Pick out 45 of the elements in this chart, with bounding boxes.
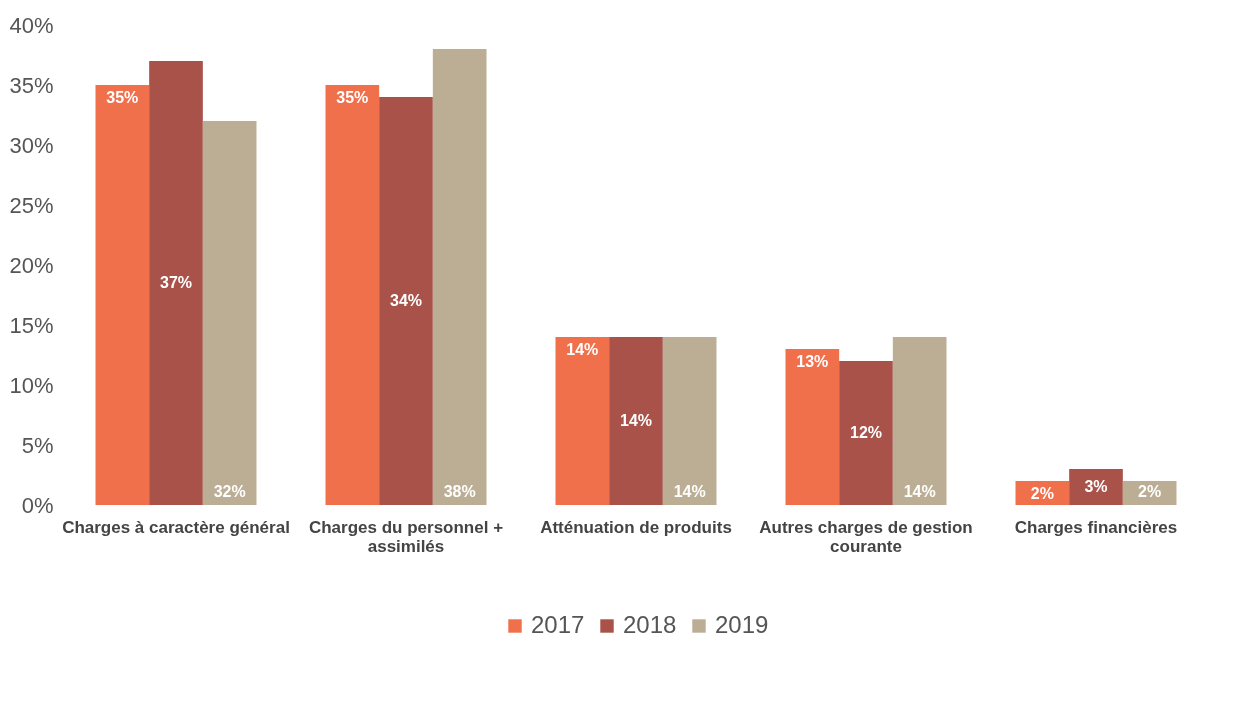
- legend-label: 2018: [623, 611, 677, 638]
- y-tick-label: 30%: [9, 132, 54, 158]
- y-tick-label: 35%: [9, 72, 54, 98]
- legend-label: 2017: [531, 611, 585, 638]
- data-label: 2%: [1138, 483, 1162, 500]
- data-label: 13%: [796, 353, 829, 370]
- bar: [1069, 469, 1123, 505]
- data-label: 3%: [1084, 478, 1108, 495]
- bar: [95, 85, 150, 505]
- bar: [149, 61, 203, 505]
- bar: [662, 337, 717, 505]
- data-label: 14%: [903, 483, 936, 500]
- bar: [202, 121, 257, 505]
- bar: [555, 337, 610, 505]
- bar: [839, 361, 893, 505]
- y-tick-label: 5%: [21, 432, 54, 458]
- data-label: 14%: [566, 341, 599, 358]
- data-label: 35%: [106, 89, 139, 106]
- bar: [609, 337, 663, 505]
- bar: [379, 97, 433, 505]
- x-tick-label: Charges financières: [1014, 517, 1178, 537]
- y-tick-label: 15%: [9, 312, 54, 338]
- bar: [432, 49, 487, 505]
- bar: [325, 85, 380, 505]
- x-tick-label: Autres charges de gestion courante: [759, 517, 973, 556]
- legend-label: 2019: [715, 611, 769, 638]
- data-label: 34%: [389, 292, 423, 309]
- y-tick-label: 20%: [9, 252, 54, 278]
- data-label: 2%: [1030, 485, 1054, 502]
- data-label: 35%: [336, 89, 369, 106]
- bar: [785, 349, 840, 505]
- x-tick-label: Charges du personnel + assimilés: [308, 517, 504, 556]
- data-label: 12%: [849, 424, 883, 441]
- data-label: 14%: [619, 412, 653, 429]
- y-tick-label: 0%: [21, 492, 54, 518]
- y-tick-label: 25%: [9, 192, 54, 218]
- data-label: 14%: [673, 483, 706, 500]
- data-label: 32%: [213, 483, 246, 500]
- x-tick-label: Atténuation de produits: [540, 517, 732, 537]
- x-tick-label: Charges à caractère général: [62, 517, 290, 537]
- bar: [892, 337, 947, 505]
- data-label: 38%: [443, 483, 476, 500]
- y-tick-label: 40%: [9, 12, 54, 38]
- data-label: 37%: [159, 274, 193, 291]
- y-tick-label: 10%: [9, 372, 54, 398]
